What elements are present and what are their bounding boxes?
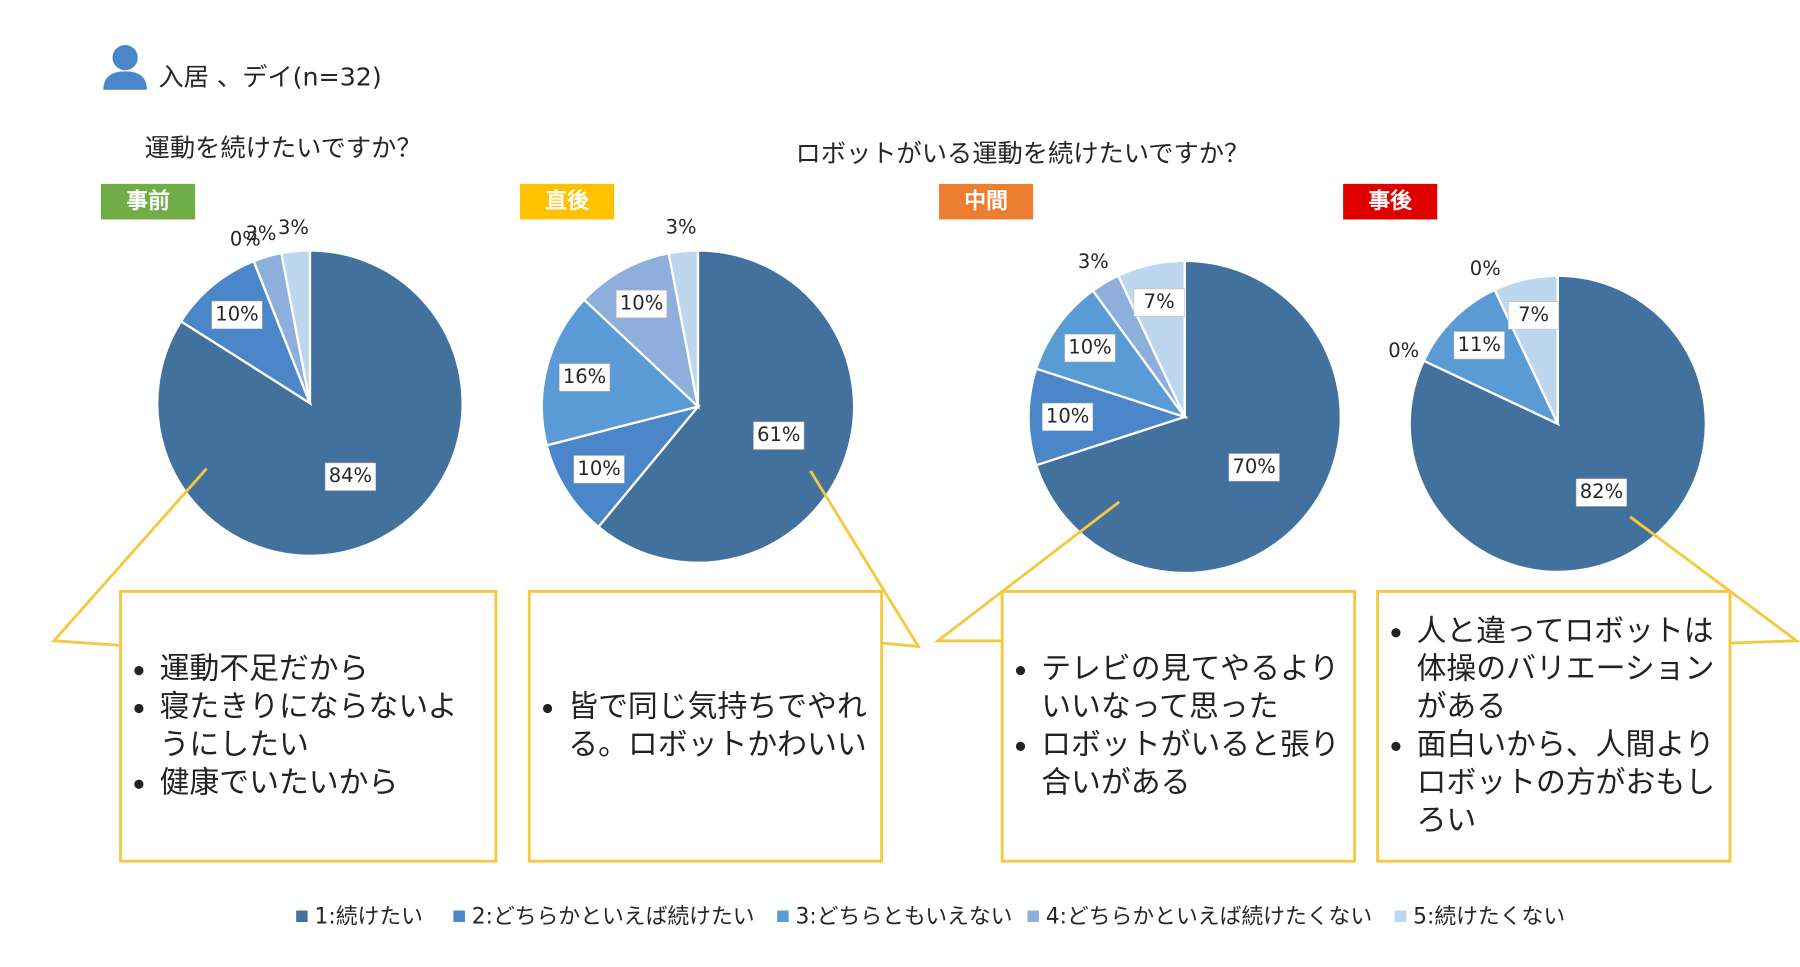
comment-list: 皆で同じ気持ちでやれる。ロボットかわいい [538,688,872,764]
label-box [573,455,625,484]
comment-text: 皆で同じ気持ちでやれる。ロボットかわいい [529,591,881,861]
comment-box [527,589,884,863]
comment-item: 寝たきりにならないようにしたい [160,688,487,764]
tag-background [101,183,196,220]
data-label: 0% [1388,339,1419,362]
tag-background [520,183,615,220]
comment-item: 人と違ってロボットは体操のバリエーションがある [1417,613,1721,727]
data-label: 3% [278,216,309,239]
data-label: 10% [1046,404,1089,427]
legend-marker [777,910,789,923]
legend-label: 2:どちらかといえば続けたい [472,904,755,929]
legend-label: 5:続けたくない [1413,904,1565,929]
label-box [1064,334,1116,363]
legend-label: 1:続けたい [315,904,423,929]
question: ロボットがいる運動を続けたいですか？ [796,139,1250,168]
comment-item: ロボットがいると張り合いがある [1041,726,1345,802]
label-box [211,300,263,329]
comment-box [119,589,498,863]
legend-label: 3:どちらともいえない [796,904,1013,929]
pie-slice [582,251,700,410]
pie-slice [179,259,313,407]
data-label: 7% [1144,290,1175,313]
question: 運動を続けたいですか？ [145,133,422,162]
data-label: 3% [1078,250,1109,273]
data-label: 7% [1518,303,1549,326]
comment-area: 人と違ってロボットは体操のバリエーションがある面白いから、人間よりロボットの方が… [1378,591,1730,861]
label-box [324,462,376,491]
comment-text: 運動不足だから寝たきりにならないようにしたい健康でいたいから [121,591,496,861]
label-box [753,421,805,450]
callout-line [1629,515,1800,645]
label-box [1042,402,1094,431]
person-icon [103,44,147,90]
data-label: 84% [329,464,372,487]
header-title: 入居 、デイ(n=32) [158,62,381,91]
chart-tag: 中間 [964,189,1008,214]
data-label: 10% [620,291,663,314]
data-label: 3% [666,215,697,238]
pie-slice [1034,259,1342,575]
legend-marker [453,910,465,923]
comment-area: 運動不足だから寝たきりにならないようにしたい健康でいたいから [121,591,496,861]
label-box [1228,453,1280,482]
legend-label: 4:どちらかといえば続けたくない [1046,904,1372,929]
chart-tag: 事後 [1368,188,1413,214]
data-label: 61% [757,423,800,446]
label-box [559,363,611,392]
data-label: 10% [215,302,258,325]
tag-background [1343,183,1438,220]
label-box [1453,331,1505,360]
callout-line [933,500,1121,643]
label-box [1133,288,1185,317]
data-label: 0% [1470,257,1501,280]
comment-text: テレビの見てやるよりいいなって思ったロボットがいると張り合いがある [1002,591,1354,861]
comment-item: 皆で同じ気持ちでやれる。ロボットかわいい [568,688,872,764]
comment-text: 人と違ってロボットは体操のバリエーションがある面白いから、人間よりロボットの方が… [1378,591,1730,861]
comment-box [1000,589,1357,863]
comment-list: テレビの見てやるよりいいなって思ったロボットがいると張り合いがある [1011,651,1345,803]
pie-slice [540,298,701,447]
comment-item: 面白いから、人間よりロボットの方がおもしろい [1417,726,1721,840]
legend-marker [1027,910,1039,923]
comment-item: テレビの見てやるよりいいなって思った [1041,651,1345,727]
comment-box [1376,589,1732,863]
data-label: 10% [577,457,620,480]
tag-background [939,183,1034,220]
comment-list: 運動不足だから寝たきりにならないようにしたい健康でいたいから [130,651,487,803]
legend-marker [296,910,308,923]
comment-item: 運動不足だから [160,651,487,689]
data-label: 70% [1232,455,1275,478]
comment-list: 人と違ってロボットは体操のバリエーションがある面白いから、人間よりロボットの方が… [1387,613,1721,840]
data-label: 10% [1068,336,1111,359]
legend-marker [1394,910,1407,923]
label-box [616,289,668,319]
data-label: 16% [563,365,606,388]
pie-slice [279,249,312,404]
data-label: 3% [245,222,276,245]
comment-item: 健康でいたいから [160,764,487,802]
comment-area: テレビの見てやるよりいいなって思ったロボットがいると張り合いがある [1002,591,1354,861]
pie-slice [596,249,856,564]
pie-slice [1027,367,1189,467]
data-label: 0% [230,227,261,250]
label-box [1575,478,1627,507]
data-label: 11% [1458,333,1501,356]
label-box [1508,301,1560,330]
callout-line [809,470,922,649]
chart-tag: 直後 [545,188,590,214]
pie-slice [667,249,700,407]
comment-area: 皆で同じ気持ちでやれる。ロボットかわいい [529,591,881,861]
callout-line [50,467,208,647]
data-label: 82% [1580,480,1623,503]
chart-tag: 事前 [126,188,170,214]
